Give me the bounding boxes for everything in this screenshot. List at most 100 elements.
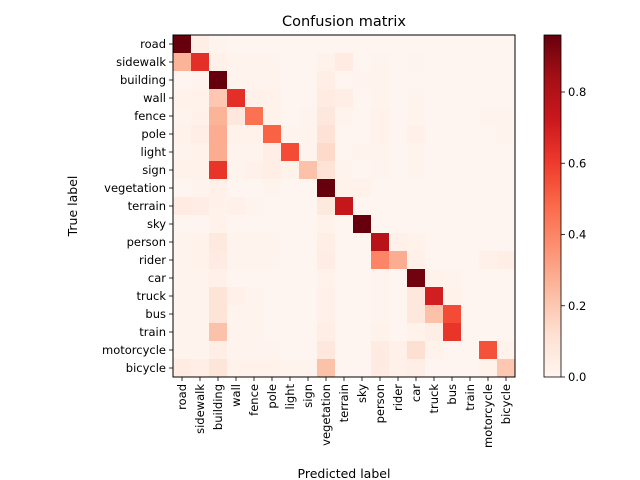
heatmap-cell <box>227 251 246 270</box>
heatmap-cell <box>425 89 444 108</box>
heatmap-cell <box>335 359 354 378</box>
heatmap-cell <box>371 323 390 342</box>
heatmap-cell <box>335 143 354 162</box>
y-tick-label: sidewalk <box>116 55 166 69</box>
heatmap-cell <box>443 35 462 54</box>
heatmap-cell <box>353 269 372 288</box>
heatmap-cell <box>479 287 498 306</box>
y-tick-label: motorcycle <box>102 343 166 357</box>
heatmap-cell <box>299 323 318 342</box>
x-tick-label: bicycle <box>499 384 513 424</box>
heatmap-cell <box>173 71 192 90</box>
heatmap-cell <box>335 179 354 198</box>
y-tick-label: vegetation <box>104 181 166 195</box>
heatmap-cell <box>479 179 498 198</box>
heatmap-cell <box>191 341 210 360</box>
x-axis-label: Predicted label <box>298 466 391 480</box>
heatmap-cell <box>497 323 516 342</box>
heatmap-cell <box>191 125 210 144</box>
heatmap-cell <box>263 35 282 54</box>
heatmap-cell <box>425 269 444 288</box>
heatmap-cell <box>227 71 246 90</box>
heatmap-cell <box>461 197 480 216</box>
y-tick-label: train <box>139 325 166 339</box>
heatmap-cell <box>173 341 192 360</box>
heatmap-cell <box>227 233 246 252</box>
heatmap-cell <box>227 359 246 378</box>
heatmap-cell <box>173 35 192 54</box>
heatmap-cell <box>227 53 246 72</box>
heatmap-cell <box>461 35 480 54</box>
heatmap-cell <box>497 341 516 360</box>
heatmap-cell <box>245 269 264 288</box>
heatmap-cell <box>191 233 210 252</box>
heatmap-cell <box>443 161 462 180</box>
heatmap-cell <box>299 269 318 288</box>
heatmap-cell <box>299 197 318 216</box>
heatmap-cell <box>209 323 228 342</box>
heatmap-cell <box>443 143 462 162</box>
heatmap-cell <box>371 107 390 126</box>
heatmap-cell <box>353 341 372 360</box>
heatmap-cell <box>371 71 390 90</box>
heatmap-cell <box>407 197 426 216</box>
heatmap-cell <box>263 161 282 180</box>
heatmap-cell <box>407 233 426 252</box>
heatmap-cell <box>245 341 264 360</box>
heatmap-cell <box>443 53 462 72</box>
heatmap-cell <box>245 125 264 144</box>
heatmap-cell <box>407 161 426 180</box>
heatmap-cell <box>389 125 408 144</box>
heatmap-cell <box>299 161 318 180</box>
heatmap-cell <box>335 323 354 342</box>
heatmap-cells <box>173 35 516 378</box>
heatmap-cell <box>479 323 498 342</box>
heatmap-cell <box>317 89 336 108</box>
heatmap-cell <box>407 251 426 270</box>
y-tick-label: terrain <box>128 199 166 213</box>
heatmap-cell <box>497 305 516 324</box>
heatmap-cell <box>281 287 300 306</box>
heatmap-cell <box>209 233 228 252</box>
heatmap-cell <box>443 197 462 216</box>
heatmap-cell <box>353 89 372 108</box>
heatmap-cell <box>479 53 498 72</box>
heatmap-cell <box>263 107 282 126</box>
heatmap-cell <box>479 233 498 252</box>
heatmap-cell <box>317 215 336 234</box>
heatmap-cell <box>479 341 498 360</box>
x-tick-label: sidewalk <box>193 384 207 434</box>
heatmap-cell <box>173 53 192 72</box>
heatmap-cell <box>497 251 516 270</box>
x-tick-label: sky <box>355 384 369 403</box>
heatmap-cell <box>173 161 192 180</box>
heatmap-cell <box>245 143 264 162</box>
heatmap-cell <box>371 341 390 360</box>
heatmap-cell <box>281 341 300 360</box>
heatmap-cell <box>407 89 426 108</box>
heatmap-cell <box>443 179 462 198</box>
heatmap-cell <box>407 215 426 234</box>
heatmap-cell <box>353 215 372 234</box>
heatmap-cell <box>317 287 336 306</box>
heatmap-cell <box>497 107 516 126</box>
heatmap-cell <box>443 89 462 108</box>
heatmap-cell <box>173 197 192 216</box>
heatmap-cell <box>173 305 192 324</box>
heatmap-cell <box>425 107 444 126</box>
heatmap-cell <box>497 179 516 198</box>
x-tick-label: pole <box>265 384 279 409</box>
heatmap-cell <box>281 323 300 342</box>
heatmap-cell <box>263 71 282 90</box>
heatmap-cell <box>263 287 282 306</box>
heatmap-cell <box>245 107 264 126</box>
colorbar-tick-label: 0.0 <box>568 370 586 384</box>
y-tick-label: bus <box>145 307 166 321</box>
heatmap-cell <box>479 161 498 180</box>
heatmap-cell <box>191 143 210 162</box>
heatmap-cell <box>425 53 444 72</box>
heatmap-cell <box>227 305 246 324</box>
y-tick-label: rider <box>139 253 166 267</box>
heatmap-cell <box>227 287 246 306</box>
colorbar: 0.0 0.2 0.4 0.6 0.8 <box>543 34 586 384</box>
